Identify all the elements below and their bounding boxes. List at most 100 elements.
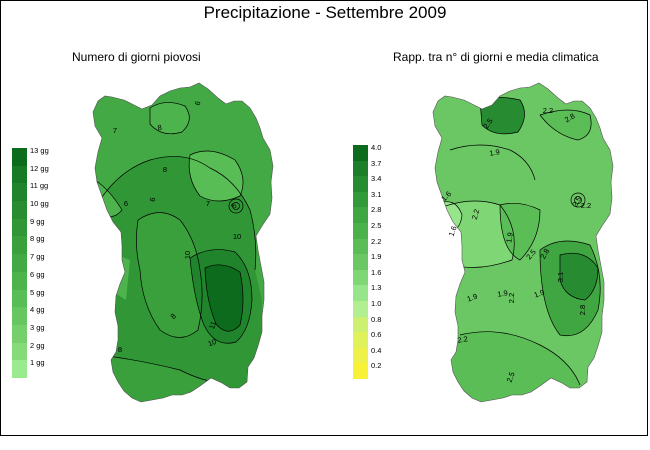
right-legend-label: 2.2: [371, 236, 382, 246]
contour-label-left: 5: [229, 202, 239, 210]
right-legend-label: 4.0: [371, 143, 382, 152]
contour-label-right: 2.2: [543, 106, 553, 115]
contour-label-left: 8: [169, 312, 178, 321]
contour-label-right: 3.1: [556, 272, 565, 282]
right-legend-label: 3.4: [371, 174, 382, 184]
right-legend-swatch: [353, 160, 368, 177]
contour-label-right: 2.2: [457, 334, 469, 345]
contour-label-left: 7: [206, 199, 210, 208]
right-legend-label: 0.4: [371, 345, 382, 355]
left-legend-swatch: [12, 165, 27, 184]
contour-label-left: 8: [163, 165, 167, 174]
right-map: [432, 82, 614, 403]
right-legend-swatch: [353, 223, 368, 239]
right-legend-label: 2.5: [371, 221, 382, 230]
zone-7-inland-left: [136, 212, 203, 338]
contour-lines-left: [94, 102, 257, 383]
contour-labels-left: 6 8 7 8 6 7 5 6 10 10 11 8 10 8: [113, 100, 241, 354]
right-legend-label: 1.3: [371, 283, 382, 293]
left-legend-label: 8 gg: [30, 234, 45, 244]
left-legend-swatch: [12, 254, 27, 272]
left-legend-swatch: [12, 307, 27, 325]
right-legend-swatch: [353, 254, 368, 270]
left-legend-swatch: [12, 148, 27, 166]
left-legend-label: 10 gg: [30, 199, 49, 209]
left-legend-swatch: [12, 289, 27, 308]
contour-label-left: 7: [113, 126, 117, 135]
right-legend-swatch: [353, 207, 368, 223]
left-legend-swatch: [12, 324, 27, 343]
right-map-subtitle: Rapp. tra n° di giorni e media climatica: [393, 50, 599, 64]
right-legend-label: 1.9: [371, 252, 382, 262]
contour-label-left: 6: [193, 100, 203, 107]
right-legend-label: 1.0: [371, 299, 382, 308]
zone-3-4-right: [560, 253, 598, 300]
zone-north-right: [480, 97, 525, 134]
left-legend-label: 2 gg: [30, 340, 45, 350]
contour-label-left: 8: [118, 345, 122, 354]
contour-label-left: 6: [148, 197, 158, 203]
left-legend-label: 11 gg: [30, 181, 49, 191]
right-legend-label: 3.1: [371, 189, 382, 199]
contour-label-left: 11: [207, 320, 218, 330]
right-legend-swatch: [353, 332, 368, 348]
right-legend-swatch: [353, 191, 368, 208]
contour-label-left: 10: [183, 251, 192, 259]
right-legend-swatch: [353, 145, 368, 161]
right-legend-swatch: [353, 347, 368, 364]
left-legend-swatch: [12, 360, 27, 378]
left-legend-swatch: [12, 201, 27, 219]
left-legend-swatch: [12, 271, 27, 290]
left-legend-swatch: [12, 183, 27, 202]
right-legend-swatch: [353, 269, 368, 286]
contour-label-right: 1.9: [497, 288, 509, 299]
right-legend-swatch: [353, 285, 368, 301]
right-legend-swatch: [353, 238, 368, 255]
zone-12-left: [205, 264, 243, 332]
contour-label-right: 1.9: [533, 288, 546, 300]
zone-2-2-north-right: [540, 110, 592, 140]
contour-label-right: 1.9: [466, 292, 479, 304]
left-legend-label: 6 gg: [30, 269, 45, 279]
right-legend-swatch: [353, 363, 368, 379]
zone-6-north-left: [150, 102, 190, 134]
zone-2-2-central-right: [500, 203, 540, 260]
contour-lines-right: [434, 97, 601, 386]
left-legend-swatch: [12, 236, 27, 255]
right-legend-swatch: [353, 316, 368, 333]
right-legend-label: 1.6: [371, 267, 382, 277]
contour-label-right: 2.2: [581, 201, 591, 210]
right-legend-label: 0.2: [371, 361, 382, 371]
contour-label-right: 1.9: [489, 147, 501, 158]
contour-label-left: 10: [233, 232, 241, 241]
contour-label-right: 1.9: [504, 232, 515, 244]
contour-label-left: 8: [157, 123, 163, 133]
contour-label-right: 2.2: [470, 208, 481, 220]
contour-label-right: 1.6: [447, 225, 459, 238]
contour-label-right: 2.2: [507, 293, 516, 303]
right-legend-swatch: [353, 301, 368, 317]
contour-label-right: 2.8: [578, 305, 587, 315]
left-legend-label: 7 gg: [30, 252, 45, 262]
contour-label-left: 6: [124, 199, 128, 208]
left-map-subtitle: Numero di giorni piovosi: [72, 50, 201, 64]
left-legend-swatch: [12, 342, 27, 361]
right-legend-label: 0.6: [371, 330, 382, 340]
left-map: [92, 82, 274, 403]
left-legend-label: 3 gg: [30, 322, 45, 332]
right-legend-swatch: [353, 176, 368, 192]
right-legend-label: 2.8: [371, 205, 382, 215]
contour-label-right: 2.5: [505, 371, 517, 384]
right-legend: 4.0 3.7 3.4 3.1 2.8 2.5 2.2 1.9 1.6 1.3 1.0 0.8 0.6 0…: [353, 143, 413, 379]
left-legend-swatch: [12, 218, 27, 237]
right-legend-label: 3.7: [371, 158, 382, 168]
left-legend-label: 12 gg: [30, 163, 49, 173]
right-legend-label: 0.8: [371, 314, 382, 324]
left-legend-label: 1 gg: [30, 358, 45, 368]
left-legend-label: 13 gg: [30, 146, 49, 155]
page-title: Precipitazione - Settembre 2009: [203, 3, 447, 22]
left-legend-label: 5 gg: [30, 287, 45, 297]
left-legend: 13 gg 12 gg 11 gg 10 gg 9 gg 8 gg 7 gg 6 gg 5 gg…: [12, 146, 72, 378]
left-legend-label: 4 gg: [30, 305, 45, 315]
